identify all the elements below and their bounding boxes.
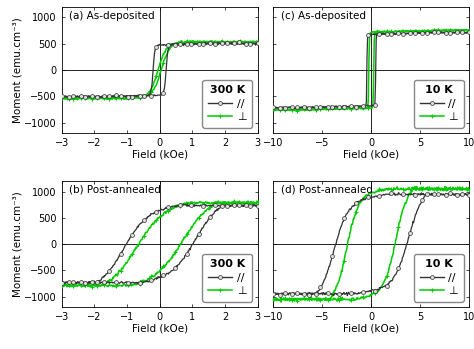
Y-axis label: Moment (emu.cm⁻³): Moment (emu.cm⁻³) (13, 17, 23, 123)
Text: (c) As-deposited: (c) As-deposited (281, 11, 366, 21)
Legend: //, ⊥: //, ⊥ (202, 80, 252, 127)
X-axis label: Field (kOe): Field (kOe) (132, 324, 188, 333)
Text: (a) As-deposited: (a) As-deposited (70, 11, 155, 21)
X-axis label: Field (kOe): Field (kOe) (132, 149, 188, 159)
Y-axis label: Moment (emu.cm⁻³): Moment (emu.cm⁻³) (13, 191, 23, 297)
Text: (d) Post-annealed: (d) Post-annealed (281, 185, 373, 195)
X-axis label: Field (kOe): Field (kOe) (343, 324, 399, 333)
Legend: //, ⊥: //, ⊥ (414, 80, 464, 127)
Legend: //, ⊥: //, ⊥ (202, 254, 252, 302)
Text: (b) Post-annealed: (b) Post-annealed (70, 185, 161, 195)
X-axis label: Field (kOe): Field (kOe) (343, 149, 399, 159)
Legend: //, ⊥: //, ⊥ (414, 254, 464, 302)
